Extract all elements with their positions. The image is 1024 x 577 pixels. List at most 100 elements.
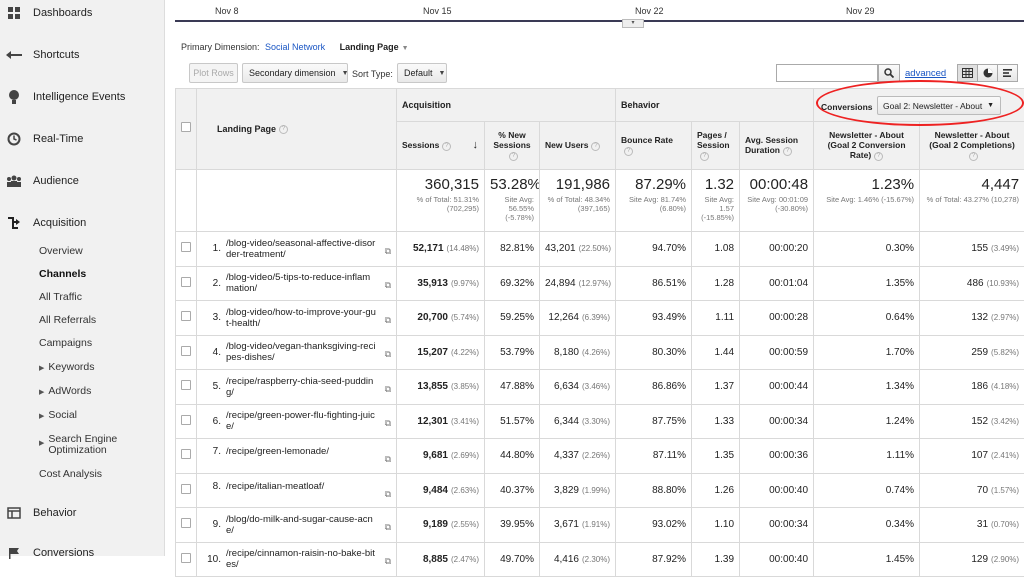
table-row[interactable]: 7./recipe/green-lemonade/⧉9,681(2.69%)44…	[176, 439, 1024, 474]
sub-keywords[interactable]: ▶Keywords	[39, 361, 95, 375]
nav-conversions[interactable]: Conversions	[0, 540, 165, 566]
row-checkbox[interactable]	[181, 449, 191, 459]
table-view-button[interactable]	[957, 64, 978, 82]
plot-rows-button[interactable]: Plot Rows	[189, 63, 238, 83]
landing-page-link[interactable]: /recipe/italian-meatloaf/	[226, 481, 376, 492]
sessions-header[interactable]: Sessions?↓	[397, 122, 485, 170]
chart-resize-handle[interactable]: ▾	[622, 19, 644, 28]
row-checkbox[interactable]	[181, 277, 191, 287]
sort-type-dropdown[interactable]: Default▼	[397, 63, 447, 83]
row-checkbox[interactable]	[181, 242, 191, 252]
sessions-cell: 20,700(5.74%)	[397, 301, 485, 336]
sessions-pct: (3.41%)	[451, 417, 479, 426]
select-all-checkbox[interactable]	[181, 122, 191, 132]
sub-all-referrals[interactable]: All Referrals	[39, 314, 96, 327]
new-users-value: 43,201	[545, 243, 576, 254]
external-link-icon[interactable]: ⧉	[385, 384, 391, 395]
landing-page-link[interactable]: /recipe/raspberry-chia-seed-pudding/	[226, 376, 376, 398]
table-row[interactable]: 10./recipe/cinnamon-raisin-no-bake-bites…	[176, 542, 1024, 577]
completions-header[interactable]: Newsletter - About (Goal 2 Completions)?	[920, 122, 1024, 170]
external-link-icon[interactable]: ⧉	[385, 315, 391, 326]
external-link-icon[interactable]: ⧉	[385, 349, 391, 360]
landing-page-link[interactable]: /blog-video/5-tips-to-reduce-inflammatio…	[226, 272, 376, 294]
landing-page-header[interactable]: Landing Page?	[197, 89, 397, 170]
landing-page-link[interactable]: /blog/do-milk-and-sugar-cause-acne/	[226, 514, 376, 536]
landing-page-link[interactable]: /blog-video/vegan-thanksgiving-recipes-d…	[226, 341, 376, 363]
help-icon[interactable]: ?	[591, 142, 600, 151]
help-icon[interactable]: ?	[783, 147, 792, 156]
dimension-landing-page[interactable]: Landing Page	[340, 42, 399, 52]
landing-page-link[interactable]: /recipe/green-power-flu-fighting-juice/	[226, 410, 376, 432]
sub-social[interactable]: ▶Social	[39, 409, 77, 423]
external-link-icon[interactable]: ⧉	[385, 418, 391, 429]
sub-channels[interactable]: Channels	[39, 268, 86, 281]
external-link-icon[interactable]: ⧉	[385, 522, 391, 533]
goal-select-dropdown[interactable]: Goal 2: Newsletter - About▼	[877, 96, 1001, 115]
table-row[interactable]: 1./blog-video/seasonal-affective-disorde…	[176, 232, 1024, 267]
completions-pct: (3.49%)	[991, 244, 1019, 253]
nav-real-time[interactable]: Real-Time	[0, 126, 165, 152]
sub-cost-analysis[interactable]: Cost Analysis	[39, 468, 102, 481]
landing-page-link[interactable]: /blog-video/how-to-improve-your-gut-heal…	[226, 307, 376, 329]
external-link-icon[interactable]: ⧉	[385, 489, 391, 500]
nav-shortcuts[interactable]: Shortcuts	[0, 42, 165, 68]
help-icon[interactable]: ?	[279, 125, 288, 134]
table-row[interactable]: 2./blog-video/5-tips-to-reduce-inflammat…	[176, 266, 1024, 301]
chevron-down-icon[interactable]: ▼	[402, 45, 409, 52]
nav-intelligence-events[interactable]: Intelligence Events	[0, 84, 165, 110]
sub-overview[interactable]: Overview	[39, 245, 83, 258]
table-row[interactable]: 4./blog-video/vegan-thanksgiving-recipes…	[176, 335, 1024, 370]
external-link-icon[interactable]: ⧉	[385, 454, 391, 465]
pages-session-header[interactable]: Pages / Session?	[692, 122, 740, 170]
table-search-input[interactable]	[776, 64, 878, 82]
search-button[interactable]	[878, 64, 900, 82]
help-icon[interactable]: ?	[442, 142, 451, 151]
conv-rate-cell: 0.74%	[814, 473, 920, 508]
secondary-dimension-dropdown[interactable]: Secondary dimension▼	[242, 63, 348, 83]
pages-session-cell: 1.39	[692, 542, 740, 577]
nav-audience[interactable]: Audience	[0, 168, 165, 194]
performance-view-button[interactable]	[997, 64, 1018, 82]
nav-dashboards[interactable]: Dashboards	[0, 0, 165, 26]
row-checkbox[interactable]	[181, 380, 191, 390]
help-icon[interactable]: ?	[969, 152, 978, 161]
dimension-social-network-link[interactable]: Social Network	[265, 42, 325, 52]
new-users-header[interactable]: New Users?	[540, 122, 616, 170]
external-link-icon[interactable]: ⧉	[385, 556, 391, 567]
row-checkbox[interactable]	[181, 518, 191, 528]
table-row[interactable]: 9./blog/do-milk-and-sugar-cause-acne/⧉9,…	[176, 508, 1024, 543]
avg-duration-header[interactable]: Avg. Session Duration?	[740, 122, 814, 170]
conv-rate-header[interactable]: Newsletter - About (Goal 2 Conversion Ra…	[814, 122, 920, 170]
help-icon[interactable]: ?	[700, 152, 709, 161]
row-checkbox[interactable]	[181, 346, 191, 356]
table-row[interactable]: 6./recipe/green-power-flu-fighting-juice…	[176, 404, 1024, 439]
advanced-filter-link[interactable]: advanced	[905, 68, 946, 79]
landing-page-link[interactable]: /recipe/cinnamon-raisin-no-bake-bites/	[226, 548, 376, 570]
row-checkbox[interactable]	[181, 311, 191, 321]
table-row[interactable]: 5./recipe/raspberry-chia-seed-pudding/⧉1…	[176, 370, 1024, 405]
help-icon[interactable]: ?	[624, 147, 633, 156]
external-link-icon[interactable]: ⧉	[385, 280, 391, 291]
landing-page-link[interactable]: /blog-video/seasonal-affective-disorder-…	[226, 238, 376, 260]
table-row[interactable]: 3./blog-video/how-to-improve-your-gut-he…	[176, 301, 1024, 336]
table-row[interactable]: 8./recipe/italian-meatloaf/⧉9,484(2.63%)…	[176, 473, 1024, 508]
sub-all-traffic[interactable]: All Traffic	[39, 291, 82, 304]
landing-page-link[interactable]: /recipe/green-lemonade/	[226, 446, 376, 457]
nav-acquisition[interactable]: Acquisition	[0, 210, 165, 236]
row-checkbox-cell	[176, 508, 197, 543]
totals-pages-session-sub: Site Avg: 1.57 (-15.85%)	[697, 195, 734, 222]
help-icon[interactable]: ?	[874, 152, 883, 161]
bounce-rate-header[interactable]: Bounce Rate?	[616, 122, 692, 170]
sub-adwords[interactable]: ▶AdWords	[39, 385, 91, 399]
nav-behavior[interactable]: Behavior	[0, 500, 165, 526]
help-icon[interactable]: ?	[509, 152, 518, 161]
row-checkbox[interactable]	[181, 484, 191, 494]
sub-campaigns[interactable]: Campaigns	[39, 337, 92, 350]
new-sessions-header[interactable]: % New Sessions?	[485, 122, 540, 170]
totals-new-users-sub: % of Total: 48.34% (397,165)	[545, 195, 610, 213]
pie-view-button[interactable]	[977, 64, 998, 82]
row-checkbox[interactable]	[181, 415, 191, 425]
row-checkbox[interactable]	[181, 553, 191, 563]
sub-seo[interactable]: ▶Search Engine Optimization	[39, 434, 139, 456]
external-link-icon[interactable]: ⧉	[385, 246, 391, 257]
